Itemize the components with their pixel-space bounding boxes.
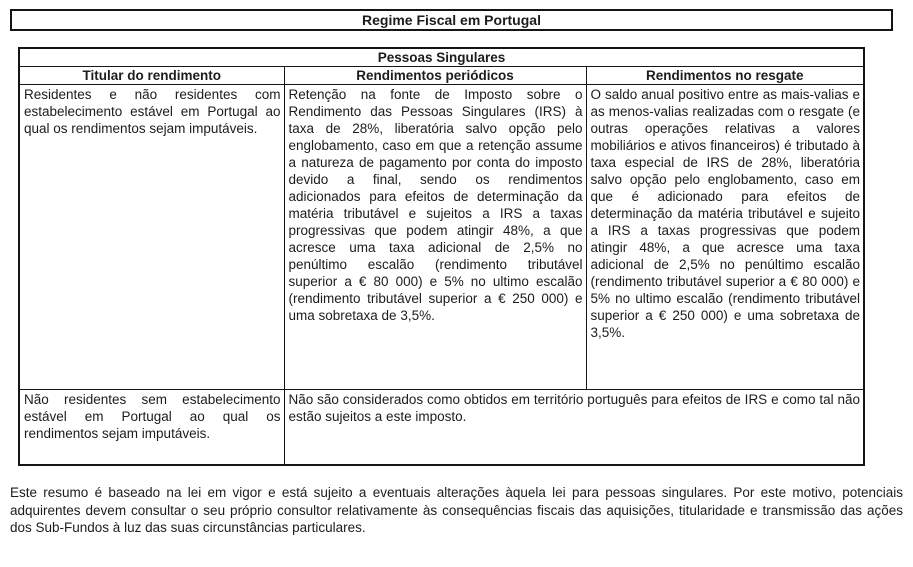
footer-note: Este resumo é baseado na lei em vigor e …	[10, 485, 903, 535]
column-header-row: Titular do rendimento Rendimentos periód…	[18, 66, 865, 85]
document-title: Regime Fiscal em Portugal	[362, 12, 541, 28]
table-row: Não residentes sem estabelecimento estáv…	[18, 389, 865, 465]
fiscal-table: Pessoas Singulares Titular do rendimento…	[18, 47, 866, 466]
table-title-row: Pessoas Singulares	[18, 47, 865, 67]
cell-titular-residentes: Residentes e não residentes com estabele…	[18, 84, 285, 390]
cell-rendimentos-periodicos: Retenção na fonte de Imposto sobre o Ren…	[283, 84, 587, 390]
cell-nao-considerados: Não são considerados como obtidos em ter…	[283, 389, 865, 465]
cell-rendimentos-resgate: O saldo anual positivo entre as mais-val…	[585, 84, 865, 390]
cell-titular-nao-residentes: Não residentes sem estabelecimento estáv…	[18, 389, 285, 465]
column-header-titular: Titular do rendimento	[18, 66, 285, 85]
column-header-periodicos: Rendimentos periódicos	[283, 66, 587, 85]
table-row: Residentes e não residentes com estabele…	[18, 84, 865, 390]
document-title-box: Regime Fiscal em Portugal	[10, 9, 893, 31]
table-title: Pessoas Singulares	[18, 47, 865, 67]
column-header-resgate: Rendimentos no resgate	[585, 66, 865, 85]
